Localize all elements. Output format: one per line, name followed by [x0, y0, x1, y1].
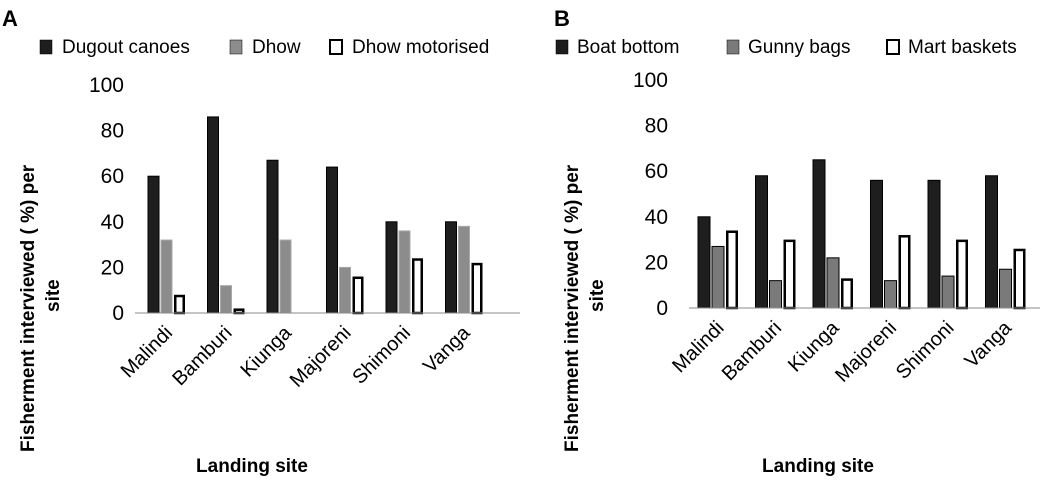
x-tick-label-a-majoreni: Majoreni	[286, 322, 356, 392]
panel-b: B Boat bottom Gunny bags Mart baskets 0 20 4…	[554, 6, 1040, 477]
bar-b-malindi-s1	[711, 245, 725, 309]
bar-b-kiunga-s0	[812, 159, 826, 309]
x-tick-label-a-shimoni: Shimoni	[348, 322, 415, 389]
legend-a: Dugout canoes Dhow Dhow motorised	[39, 37, 489, 58]
bar-b-vanga-s1	[999, 268, 1012, 309]
y-axis-title-b-line1: Fisherment interviewed ( %) per	[562, 164, 583, 452]
y-tick-label-a-0: 0	[112, 302, 124, 325]
x-axis-title-b: Landing site	[762, 456, 874, 477]
bar-a-malindi-s0	[147, 175, 160, 314]
legend-label-a-0: Dugout canoes	[62, 37, 190, 58]
y-tick-label-b-40: 40	[645, 206, 668, 229]
legend-label-b-0: Boat bottom	[577, 37, 679, 58]
bar-b-malindi-s2	[726, 230, 738, 310]
bar-a-shimoni-s0	[385, 221, 398, 314]
legend-swatch-a-2	[329, 39, 343, 55]
bar-b-majoreni-s2	[898, 235, 911, 310]
panel-a-label: A	[2, 6, 18, 31]
bar-a-vanga-s2	[471, 262, 483, 315]
y-axis-title-a-line2: site	[43, 279, 64, 312]
legend-b: Boat bottom Gunny bags Mart baskets	[555, 37, 1017, 58]
y-axis-ticks-a: 0 20 40 60 80 100	[89, 74, 124, 325]
y-tick-label-a-80: 80	[101, 120, 124, 143]
bar-b-bamburi-s1	[769, 280, 782, 309]
legend-swatch-b-1	[726, 39, 740, 55]
x-tick-label-b-shimoni: Shimoni	[892, 317, 959, 384]
legend-swatch-a-0	[39, 39, 53, 55]
legend-label-b-2: Mart baskets	[908, 37, 1017, 58]
bar-a-bamburi-s0	[207, 116, 219, 314]
bar-a-malindi-s2	[174, 294, 185, 315]
legend-swatch-b-0	[555, 39, 569, 55]
legend-swatch-b-2	[886, 39, 900, 55]
bar-b-shimoni-s0	[927, 179, 941, 309]
y-axis-title-b-line2: site	[587, 279, 608, 312]
legend-label-b-1: Gunny bags	[748, 37, 850, 58]
y-tick-label-b-80: 80	[645, 115, 668, 138]
bar-b-majoreni-s0	[870, 179, 883, 309]
legend-label-a-1: Dhow	[252, 37, 301, 58]
x-tick-label-a-vanga: Vanga	[419, 321, 475, 377]
bar-a-shimoni-s2	[412, 258, 423, 315]
y-axis-title-a-line1: Fisherment interviewed ( %) per	[18, 164, 39, 452]
bar-a-vanga-s1	[458, 225, 470, 314]
y-axis-ticks-b: 0 20 40 60 80 100	[633, 69, 668, 320]
y-tick-label-b-0: 0	[656, 297, 668, 320]
y-tick-label-a-20: 20	[101, 256, 124, 279]
bar-a-majoreni-s2	[352, 276, 364, 315]
bar-b-kiunga-s1	[826, 257, 840, 309]
bars-a	[147, 116, 483, 315]
y-axis-title-a: Fisherment interviewed ( %) per site	[18, 164, 64, 452]
bar-a-kiunga-s0	[266, 159, 279, 314]
bar-b-vanga-s2	[1013, 248, 1026, 310]
bar-b-kiunga-s2	[841, 278, 853, 310]
bar-a-shimoni-s1	[398, 230, 411, 314]
bar-a-bamburi-s1	[220, 285, 232, 314]
legend-swatch-a-1	[229, 39, 243, 55]
bar-a-kiunga-s1	[279, 239, 292, 314]
x-tick-label-b-bamburi: Bamburi	[718, 317, 786, 385]
bar-b-majoreni-s1	[884, 280, 897, 309]
x-axis-title-a: Landing site	[196, 456, 308, 477]
bar-b-shimoni-s1	[941, 275, 955, 309]
bar-b-bamburi-s0	[755, 175, 768, 309]
panel-b-label: B	[554, 6, 570, 31]
legend-label-a-2: Dhow motorised	[352, 37, 489, 58]
y-tick-label-a-100: 100	[89, 74, 124, 97]
x-tick-label-a-bamburi: Bamburi	[168, 322, 236, 390]
bar-b-shimoni-s2	[956, 239, 968, 310]
x-tick-label-b-vanga: Vanga	[961, 316, 1017, 372]
y-tick-label-a-60: 60	[101, 165, 124, 188]
bar-b-bamburi-s2	[783, 239, 796, 310]
bar-a-vanga-s0	[445, 221, 457, 314]
y-tick-label-a-40: 40	[101, 211, 124, 234]
y-axis-title-b: Fisherment interviewed ( %) per site	[562, 164, 608, 452]
bar-b-vanga-s0	[985, 175, 998, 309]
panel-a: A Dugout canoes Dhow Dhow motorised 0 20 40 6…	[2, 6, 520, 477]
bar-b-malindi-s0	[697, 216, 711, 309]
bars-b	[697, 159, 1026, 310]
bar-a-majoreni-s1	[339, 266, 351, 314]
bar-a-malindi-s1	[160, 239, 173, 314]
x-tick-label-a-malindi: Malindi	[117, 322, 177, 382]
y-tick-label-b-100: 100	[633, 69, 668, 92]
bar-a-majoreni-s0	[326, 166, 338, 314]
x-tick-label-b-majoreni: Majoreni	[831, 317, 901, 387]
x-tick-label-a-kiunga: Kiunga	[236, 321, 296, 381]
y-tick-label-b-60: 60	[645, 160, 668, 183]
y-tick-label-b-20: 20	[645, 251, 668, 274]
